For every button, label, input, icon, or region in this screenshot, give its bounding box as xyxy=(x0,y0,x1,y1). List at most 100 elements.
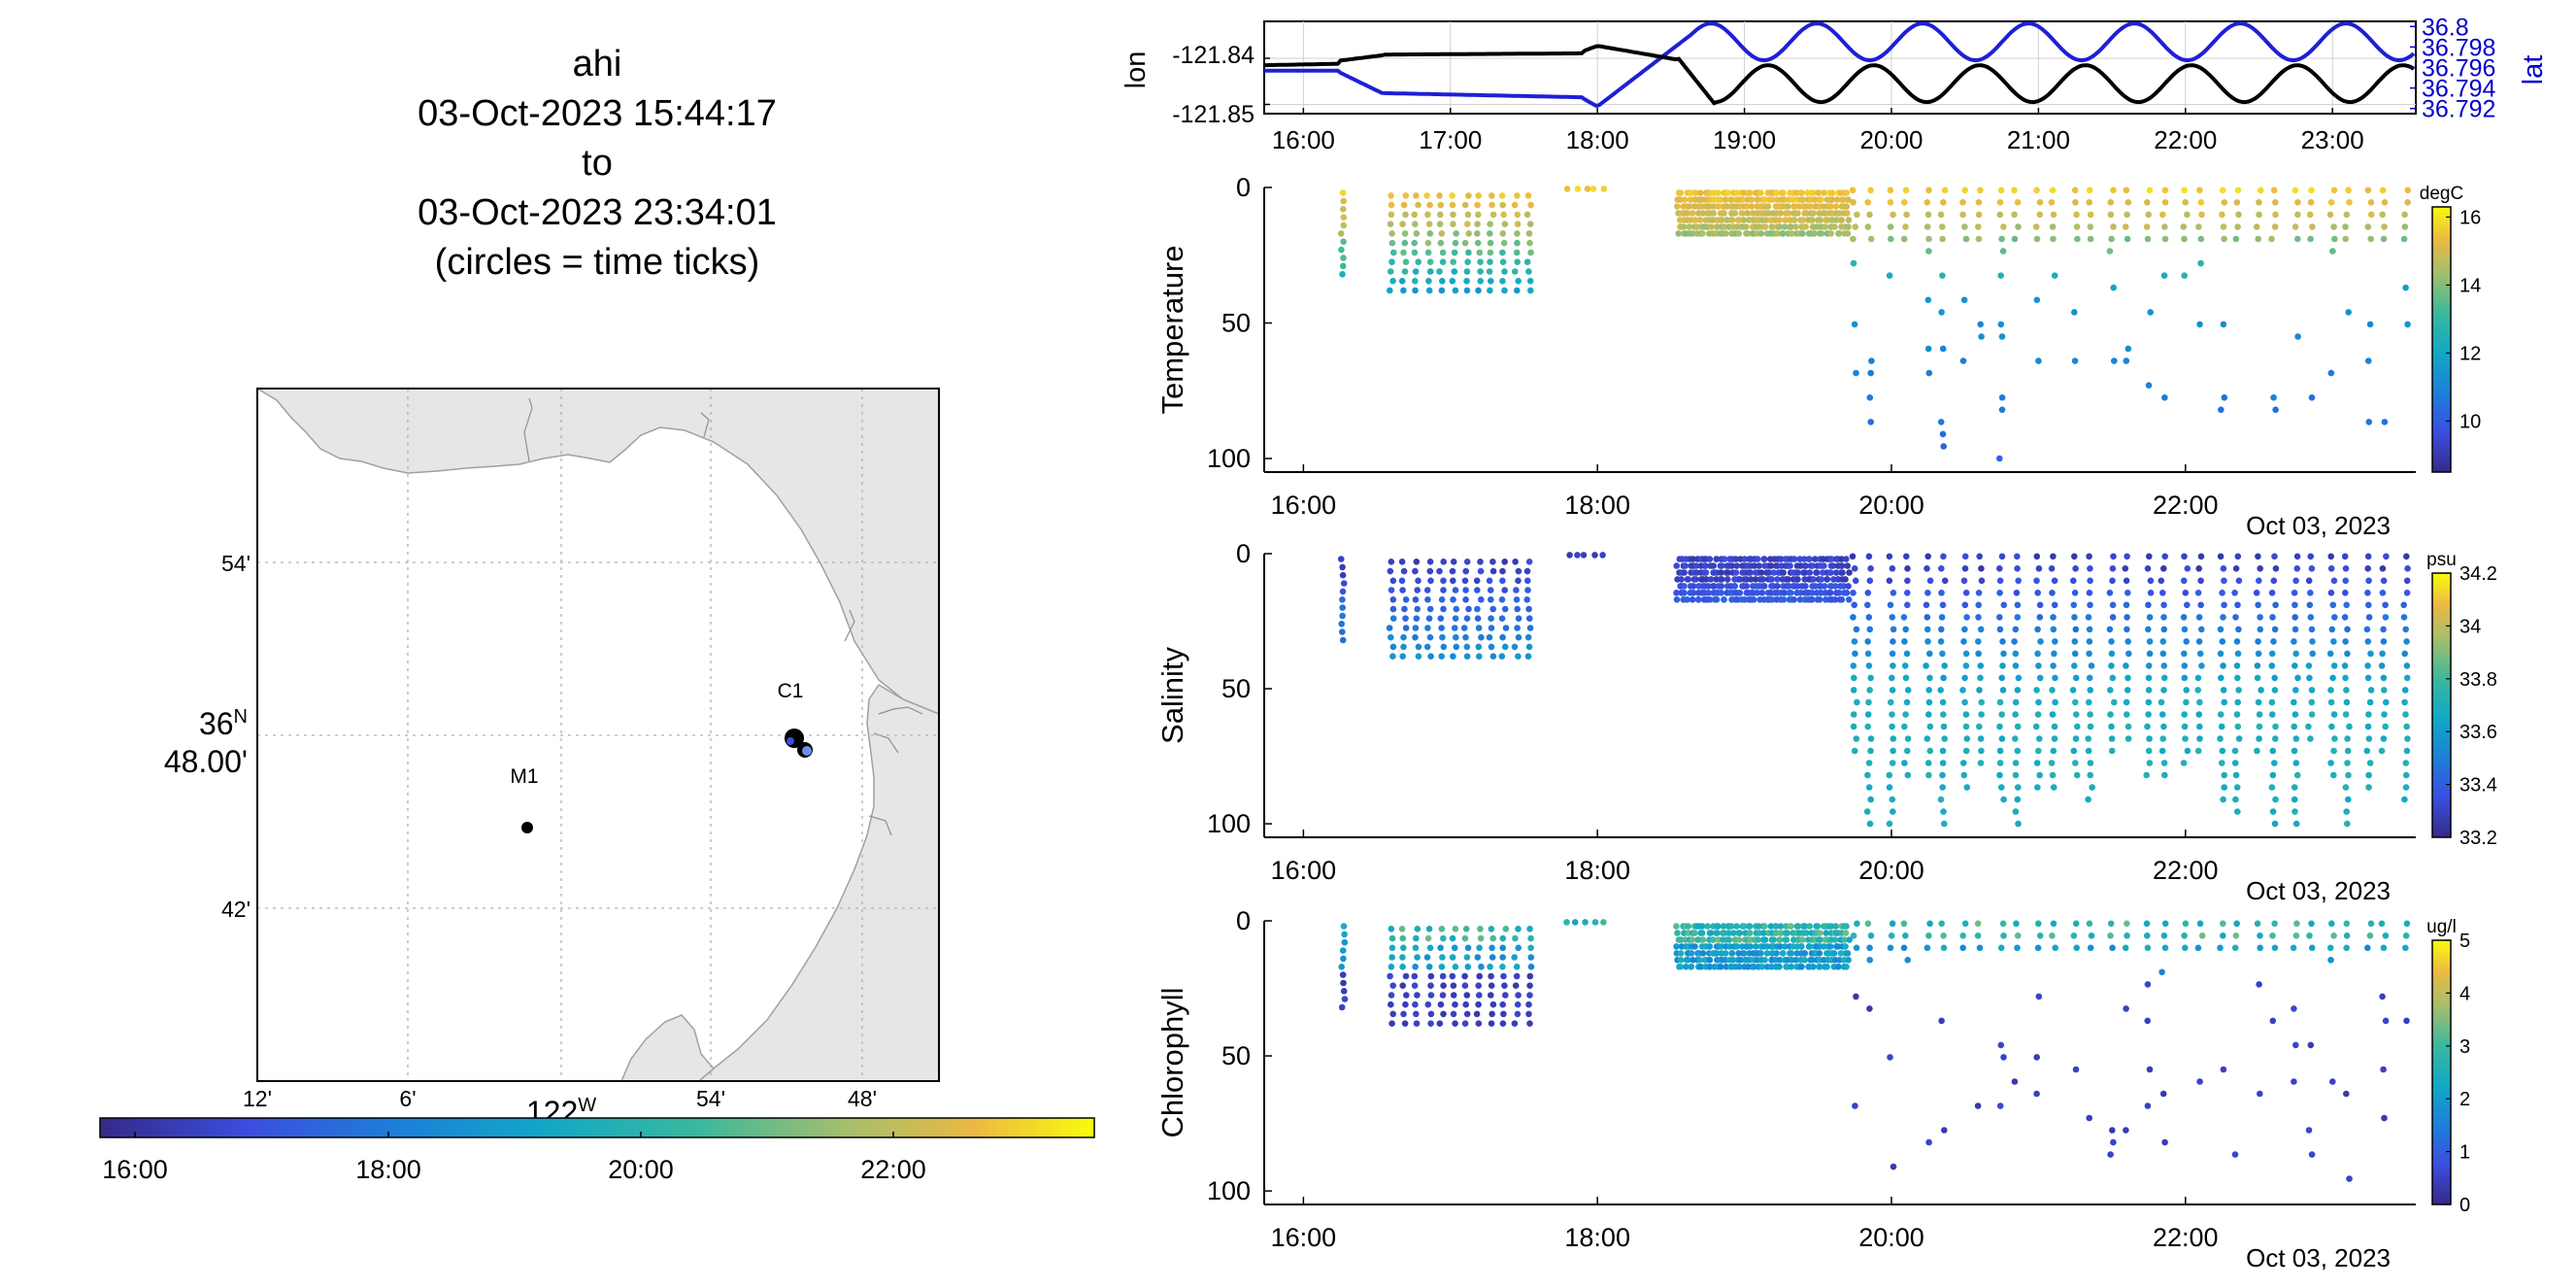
salinity-point xyxy=(1838,556,1845,562)
salinity-point xyxy=(1673,596,1681,603)
salinity-point xyxy=(1514,605,1521,613)
temperature-point xyxy=(2198,211,2205,219)
salinity-point xyxy=(2070,747,2078,755)
chlorophyll-point xyxy=(1673,923,1680,930)
lonlat-xtick-label-16: 16:00 xyxy=(1272,125,1335,154)
temperature-point xyxy=(1388,192,1394,199)
salinity-point xyxy=(2380,674,2388,682)
lonlat-xtick-label-19: 19:00 xyxy=(1713,125,1776,154)
temperature-point xyxy=(1924,223,1931,230)
temperature-point xyxy=(2233,199,2241,206)
salinity-point xyxy=(2381,687,2388,694)
temperature-point xyxy=(1412,268,1420,275)
salinity-point xyxy=(1809,562,1816,569)
salinity-point xyxy=(1689,556,1696,562)
salinity-point xyxy=(2183,638,2190,645)
salinity-point xyxy=(2292,687,2299,694)
salinity-point xyxy=(2195,638,2203,645)
salinity-point xyxy=(2401,687,2409,694)
chlorophyll-point xyxy=(1803,930,1810,936)
salinity-point xyxy=(1713,556,1721,562)
salinity-point xyxy=(2231,747,2239,755)
temperature-point xyxy=(1799,196,1807,203)
temperature-point xyxy=(2071,309,2078,316)
chlorophyll-point xyxy=(1438,926,1446,932)
salinity-point xyxy=(1940,674,1947,682)
salinity-point xyxy=(1890,735,1897,742)
salinity-point xyxy=(1811,556,1819,562)
chlorophyll-point xyxy=(1411,972,1419,980)
salinity-point xyxy=(2012,711,2019,718)
salinity-point xyxy=(1713,596,1721,603)
chlorophyll-point xyxy=(2292,1041,2299,1049)
salinity-point xyxy=(2050,747,2057,755)
chlorophyll-point xyxy=(1340,988,1348,995)
salinity-point xyxy=(1924,638,1931,645)
temperature-point xyxy=(1833,217,1840,223)
temperature-point xyxy=(1439,278,1446,285)
temperature-point xyxy=(1925,248,1932,254)
temperature-point xyxy=(2294,211,2301,219)
chlorophyll-point xyxy=(1388,944,1396,952)
salinity-point xyxy=(1886,820,1893,828)
salinity-point xyxy=(2145,711,2152,718)
chlorophyll-point xyxy=(1489,954,1496,961)
salinity-point xyxy=(1768,576,1775,583)
temperature-xtick-label: 22:00 xyxy=(2153,491,2219,520)
salinity-point xyxy=(1436,567,1443,575)
temperature-point xyxy=(2345,186,2352,194)
salinity-point xyxy=(1866,626,1874,633)
temperature-point xyxy=(1388,201,1395,209)
salinity-point xyxy=(2326,650,2334,658)
salinity-point xyxy=(1780,569,1787,576)
salinity-point xyxy=(1890,808,1896,815)
salinity-point xyxy=(2109,614,2117,621)
salinity-point xyxy=(2145,601,2152,609)
chlorophyll-point xyxy=(2379,993,2386,1000)
salinity-point xyxy=(2220,614,2226,621)
salinity-point xyxy=(2363,747,2371,755)
chlorophyll-point xyxy=(1781,943,1789,950)
salinity-point xyxy=(2233,784,2241,791)
temperature-point xyxy=(2124,345,2132,353)
temperature-point xyxy=(1975,235,1983,243)
salinity-point xyxy=(1888,698,1894,706)
chlorophyll-point xyxy=(2014,932,2022,939)
salinity-point xyxy=(1850,723,1857,730)
temperature-point xyxy=(1487,249,1494,256)
salinity-point xyxy=(1886,784,1893,791)
temperature-point xyxy=(1975,211,1983,219)
salinity-point xyxy=(1389,596,1397,603)
salinity-point xyxy=(1864,711,1872,718)
salinity-point xyxy=(1427,653,1434,660)
chlorophyll-colorbar-tick-label: 0 xyxy=(2459,1195,2470,1216)
salinity-point xyxy=(2327,687,2334,694)
salinity-point xyxy=(1415,577,1422,585)
temperature-point xyxy=(1743,203,1751,210)
chlorophyll-point xyxy=(2181,932,2188,939)
temperature-point xyxy=(1438,230,1446,237)
salinity-point xyxy=(1711,583,1718,590)
temperature-point xyxy=(1423,192,1430,199)
temperature-point xyxy=(1399,220,1406,227)
salinity-point xyxy=(1489,559,1496,565)
temperature-point xyxy=(1699,210,1707,217)
salinity-point xyxy=(2330,638,2337,645)
lonlat-plot-frame xyxy=(1263,20,2417,115)
salinity-point xyxy=(1864,601,1871,609)
salinity-point xyxy=(2306,601,2314,609)
chlorophyll-point xyxy=(1341,996,1349,1002)
salinity-point xyxy=(1865,760,1873,766)
chlorophyll-point xyxy=(1959,932,1966,939)
temperature-point xyxy=(1997,272,2004,280)
temperature-point xyxy=(2306,211,2314,219)
salinity-point xyxy=(1962,747,1970,755)
temperature-point xyxy=(2124,235,2131,243)
salinity-point xyxy=(2269,614,2276,621)
temperature-colorbar xyxy=(2431,206,2452,473)
salinity-point xyxy=(2160,760,2168,766)
salinity-point xyxy=(1852,650,1858,658)
salinity-point xyxy=(2293,565,2301,572)
chlorophyll-point xyxy=(1740,950,1748,957)
temperature-point xyxy=(1821,189,1827,196)
